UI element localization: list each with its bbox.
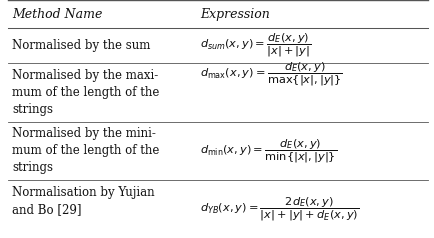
- Text: Normalised by the sum: Normalised by the sum: [12, 39, 150, 52]
- Text: $d_{sum}(x,y) = \dfrac{d_E(x,y)}{|x|+|y|}$: $d_{sum}(x,y) = \dfrac{d_E(x,y)}{|x|+|y|…: [200, 32, 311, 60]
- Text: strings: strings: [12, 103, 53, 116]
- Text: strings: strings: [12, 161, 53, 174]
- Text: $d_{\mathrm{max}}(x,y) = \dfrac{d_E(x,y)}{\mathrm{max}\{|x|,|y|\}}$: $d_{\mathrm{max}}(x,y) = \dfrac{d_E(x,y)…: [200, 60, 342, 88]
- Text: mum of the length of the: mum of the length of the: [12, 144, 159, 157]
- Text: Normalised by the maxi-: Normalised by the maxi-: [12, 69, 158, 82]
- Text: and Bo [29]: and Bo [29]: [12, 203, 82, 216]
- Text: $d_{YB}(x,y) = \dfrac{2d_E(x,y)}{|x|+|y|+d_E(x,y)}$: $d_{YB}(x,y) = \dfrac{2d_E(x,y)}{|x|+|y|…: [200, 195, 358, 223]
- Text: Expression: Expression: [200, 8, 269, 20]
- Text: Normalised by the mini-: Normalised by the mini-: [12, 127, 156, 140]
- Text: Normalisation by Yujian: Normalisation by Yujian: [12, 186, 155, 199]
- Text: Method Name: Method Name: [12, 8, 102, 20]
- Text: mum of the length of the: mum of the length of the: [12, 86, 159, 99]
- Text: $d_{\mathrm{min}}(x,y) = \dfrac{d_E(x,y)}{\mathrm{min}\{|x|,|y|\}}$: $d_{\mathrm{min}}(x,y) = \dfrac{d_E(x,y)…: [200, 137, 336, 164]
